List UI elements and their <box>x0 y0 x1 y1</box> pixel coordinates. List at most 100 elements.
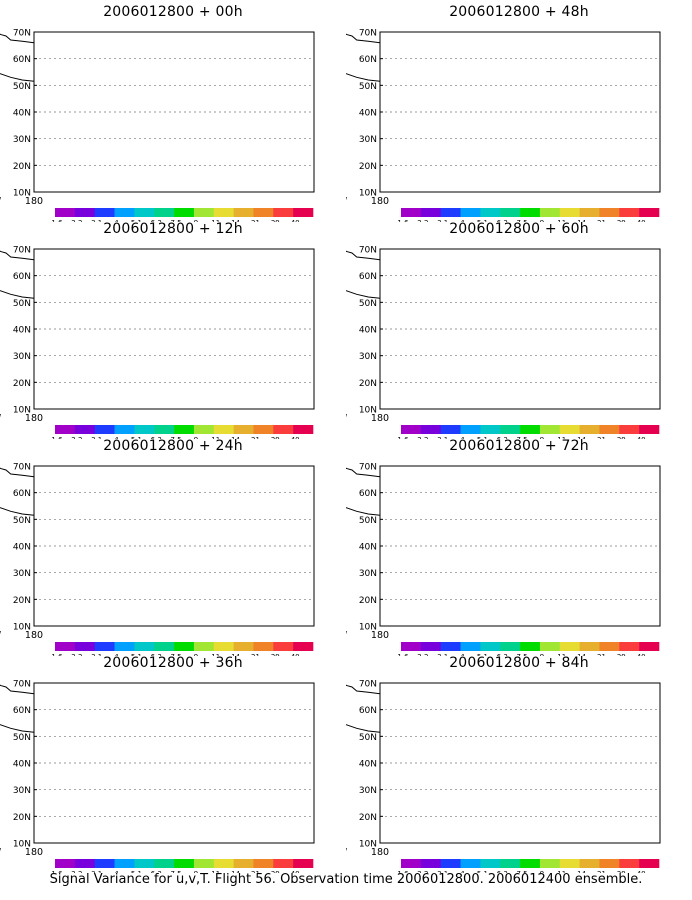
map: 70N60N50N40N30N20N10N180160W140W120W100W… <box>346 246 661 439</box>
colorbar-label: 1.6 <box>397 219 409 222</box>
colorbar-label: 4 <box>114 653 119 656</box>
colorbar-label: 6.3 <box>151 653 162 656</box>
lat-tick-label: 70N <box>359 463 377 473</box>
map: 70N60N50N40N30N20N10N180160W140W120W100W… <box>346 463 661 656</box>
colorbar-label: 3.1 <box>91 219 102 222</box>
colorbar-label: 21 <box>251 219 260 222</box>
colorbar-swatch <box>253 425 274 434</box>
colorbar-swatch <box>599 642 620 651</box>
lat-tick-label: 70N <box>13 680 31 690</box>
colorbar-swatch <box>213 208 234 217</box>
lat-tick-label: 30N <box>359 352 377 362</box>
lat-tick-label: 30N <box>13 786 31 796</box>
lon-tick-label: 180 <box>371 847 389 858</box>
colorbar-swatch <box>94 642 115 651</box>
colorbar-swatch <box>154 859 175 868</box>
colorbar-label: 3.1 <box>437 219 448 222</box>
lon-tick-label: 180 <box>371 413 389 424</box>
lat-tick-label: 10N <box>359 623 377 633</box>
colorbar-label: 29 <box>617 436 626 439</box>
map-panel: 2006012800 + 84h 70N 60N 50N 40N 30N 20N 10N 180… <box>346 655 692 873</box>
colorbar-label: 21 <box>597 653 606 656</box>
lat-tick-label: 60N <box>13 55 31 65</box>
colorbar-label: 4 <box>460 219 465 222</box>
colorbar-label: 6.3 <box>497 219 508 222</box>
colorbar-label: 11 <box>211 653 220 656</box>
lon-tick-label: 160W <box>346 413 348 424</box>
lat-tick-label: 60N <box>359 489 377 499</box>
colorbar-label: 6.3 <box>497 870 508 873</box>
colorbar-swatch <box>233 425 254 434</box>
lat-tick-label: 40N <box>13 760 31 770</box>
colorbar-swatch <box>579 208 600 217</box>
map-panel: 2006012800 + 24h 70N 60N 50N 40N 30N 20N 10N 180… <box>0 438 346 656</box>
colorbar-label: 7.5 <box>517 870 528 873</box>
lat-tick-label: 50N <box>359 516 377 526</box>
colorbar-label: 11 <box>211 219 220 222</box>
lat-tick-label: 40N <box>13 543 31 553</box>
lat-tick-label: 50N <box>13 733 31 743</box>
colorbar-label: 29 <box>617 219 626 222</box>
lat-tick-label: 40N <box>359 760 377 770</box>
colorbar-swatch <box>273 425 294 434</box>
lon-tick-label: 180 <box>25 196 43 207</box>
panel-title: 2006012800 + 84h <box>449 655 589 671</box>
colorbar-swatch <box>599 425 620 434</box>
lat-tick-label: 10N <box>13 189 31 199</box>
colorbar-swatch <box>599 859 620 868</box>
colorbar-label: 4 <box>460 870 465 873</box>
coastline <box>0 684 35 733</box>
panel-title: 2006012800 + 36h <box>103 655 243 671</box>
colorbar-swatch <box>440 208 461 217</box>
colorbar-swatch <box>579 425 600 434</box>
colorbar-swatch <box>579 642 600 651</box>
panel-title: 2006012800 + 12h <box>103 221 243 237</box>
colorbar-label: 21 <box>251 436 260 439</box>
lon-tick-label: 180 <box>25 630 43 641</box>
lat-tick-label: 60N <box>13 706 31 716</box>
coastline <box>346 250 381 299</box>
colorbar-label: 29 <box>271 653 280 656</box>
coastline <box>346 467 381 516</box>
colorbar-swatch <box>233 642 254 651</box>
lat-tick-label: 10N <box>13 406 31 416</box>
colorbar-label: 29 <box>271 219 280 222</box>
colorbar-label: 29 <box>271 436 280 439</box>
lat-tick-label: 70N <box>359 246 377 256</box>
colorbar-label: 1.6 <box>51 436 63 439</box>
colorbar-swatch <box>539 859 561 868</box>
colorbar-swatch <box>599 208 620 217</box>
lat-tick-label: 60N <box>359 272 377 282</box>
colorbar-label: 14 <box>577 653 586 656</box>
colorbar-swatch <box>55 859 76 868</box>
colorbar-swatch <box>480 859 501 868</box>
colorbar-label: 3.1 <box>91 870 102 873</box>
colorbar-swatch <box>174 208 195 217</box>
colorbar-swatch <box>559 642 580 651</box>
colorbar-swatch <box>420 425 441 434</box>
colorbar-swatch <box>559 425 580 434</box>
colorbar-label: 2.2 <box>417 870 428 873</box>
lon-tick-label: 160W <box>0 196 2 207</box>
colorbar-swatch <box>639 859 660 868</box>
map: 70N60N50N40N30N20N10N180160W140W120W100W… <box>346 680 661 873</box>
lat-tick-label: 70N <box>13 29 31 39</box>
lat-tick-label: 30N <box>13 135 31 145</box>
colorbar-label: 5.1 <box>131 653 142 656</box>
colorbar-swatch <box>401 642 422 651</box>
colorbar-label: 6.3 <box>497 653 508 656</box>
colorbar-label: 9 <box>540 870 544 873</box>
colorbar-label: 11 <box>557 653 566 656</box>
colorbar-label: 40 <box>291 219 300 222</box>
map: 70N60N50N40N30N20N10N180160W140W120W100W… <box>0 680 315 873</box>
colorbar-label: 14 <box>231 870 240 873</box>
lat-tick-label: 40N <box>13 109 31 119</box>
colorbar-label: 3.1 <box>91 436 102 439</box>
colorbar-swatch <box>539 642 561 651</box>
colorbar-label: 4 <box>114 436 119 439</box>
colorbar-swatch <box>114 208 135 217</box>
colorbar-label: 5.1 <box>131 870 142 873</box>
colorbar-label: 11 <box>557 436 566 439</box>
colorbar-swatch <box>213 425 234 434</box>
colorbar-label: 1.6 <box>51 870 63 873</box>
